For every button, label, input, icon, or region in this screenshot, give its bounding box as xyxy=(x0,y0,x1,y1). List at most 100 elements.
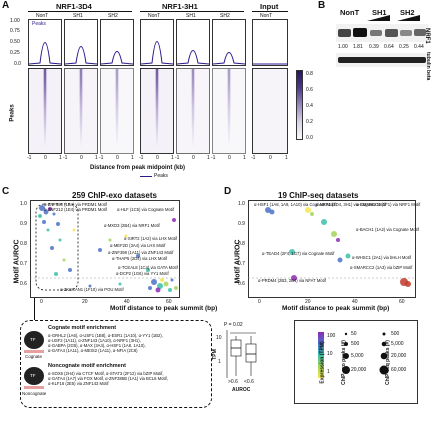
boxplot-xtick: >0.6 xyxy=(228,379,238,385)
y-tick-c: 0.7 xyxy=(20,261,27,267)
heatmap-3d4-sh1 xyxy=(64,68,98,154)
annotation-c: α-SIRT2 (1A2) via LHX Motif xyxy=(124,236,178,241)
y-tick-d: 0.6 xyxy=(238,281,245,287)
noncognate-line: α-SOX6 (2H4) via CTCF Motif, α-STAT3 (2F… xyxy=(48,371,164,376)
scatter-point xyxy=(151,279,157,285)
sample-label: NonT xyxy=(148,13,161,19)
heatmap-x-tick: 1 xyxy=(171,155,174,161)
profile-curves xyxy=(28,41,287,65)
lane-ramp xyxy=(367,15,390,21)
sample-label: SH2 xyxy=(108,13,118,19)
y-tick-d: 1.0 xyxy=(238,201,245,207)
blot-row-label-tubulin: tubulin beta xyxy=(425,52,431,81)
scatter-point xyxy=(68,268,72,272)
profile-curve xyxy=(176,50,210,65)
size-legend-dot xyxy=(381,341,387,347)
scatter-point xyxy=(118,282,122,286)
annotation-d: α-WHSC1 (2A1) via bHLH Motif xyxy=(352,255,411,260)
chip-seq-tick: 20,000 xyxy=(391,353,407,359)
annotation-c: α-THAP5 (2D4) via LHX Motif xyxy=(112,256,168,261)
boxplot xyxy=(226,330,257,378)
group-header-3h1: NRF1-3H1 xyxy=(162,2,198,11)
colorbar-tick: 0.8 xyxy=(306,71,313,77)
heatmap-x-tick: -1 xyxy=(27,155,32,161)
scatter-point xyxy=(155,287,161,293)
scatter-c-marks xyxy=(30,203,180,293)
x-tick-d: 60 xyxy=(399,299,405,305)
x-tick-d: 20 xyxy=(305,299,311,305)
profile-plot-3h1-sh1 xyxy=(176,19,210,66)
heatmap-x-tick: 0 xyxy=(228,155,231,161)
scatter-point xyxy=(345,253,351,259)
blot-value: 0.25 xyxy=(399,44,409,50)
expression-tick: 100 xyxy=(327,333,336,339)
arrow-down xyxy=(34,298,35,320)
expression-tick: 1 xyxy=(327,369,330,375)
panel-d-title: 19 ChIP-seq datasets xyxy=(278,191,359,200)
heatmap-x-tick: 1 xyxy=(285,155,288,161)
heatmap-x-tick: -1 xyxy=(139,155,144,161)
x-tick-c: 40 xyxy=(124,299,130,305)
profile-tick: 0.25 xyxy=(10,50,20,56)
group-underline-3h1 xyxy=(140,11,244,12)
profile-plot-3d4-sh1 xyxy=(64,19,98,66)
scatter-point xyxy=(62,258,66,262)
peaks-legend: Peaks xyxy=(32,21,46,27)
boxplot-p-value: P = 0.02 xyxy=(224,322,243,328)
profile-plot-input xyxy=(252,19,288,66)
tubulin-blot xyxy=(336,53,428,67)
annotation-d: α-HSF1 (1A8, 1A9, 1A10) via Cognate Moti… xyxy=(254,202,336,207)
annotation-d: α-NRF1 (3D4, 3H1) via Cognate Motif xyxy=(316,202,387,207)
cognate-line: α-GATA4 (1A11), α-MEIS2 (1A11), α-NFIA (… xyxy=(48,348,138,353)
tf-glyph-cognate xyxy=(24,331,44,349)
profile-curve xyxy=(28,42,62,65)
size-legend-dot xyxy=(382,332,386,336)
colorbar xyxy=(296,70,303,140)
size-legend-dot xyxy=(379,365,389,375)
boxplot-xlabel: AUROC xyxy=(232,387,251,393)
heatmap-3h1-sh2 xyxy=(212,68,246,154)
profile-curve xyxy=(100,51,134,65)
annotation-d: α-SMARCC1 (1F1) via NRF1 Motif xyxy=(356,202,421,207)
scatter-point xyxy=(337,257,343,263)
dna-noncognate xyxy=(24,386,44,389)
blot-value: 1.81 xyxy=(353,44,363,50)
profile-tick: 0.0 xyxy=(14,61,21,67)
heatmap-x-tick: 0 xyxy=(156,155,159,161)
y-tick-c: 0.8 xyxy=(20,241,27,247)
profile-tick: 0.75 xyxy=(10,28,20,34)
chip-exo-tick: 50 xyxy=(351,331,357,337)
panel-a-letter: A xyxy=(2,0,10,11)
heatmap-x-tick: 0 xyxy=(116,155,119,161)
colorbar-tick: 0.2 xyxy=(306,119,313,125)
colorbar-tick: 0.0 xyxy=(306,135,313,141)
heatmap-x-tick: -1 xyxy=(99,155,104,161)
scatter-point xyxy=(39,205,45,211)
x-axis-label-d: Motif distance to peak summit (bp) xyxy=(282,305,390,312)
sample-label: SH1 xyxy=(186,13,196,19)
annotation-c: α-TCEAL8 (1C4) via GATA Motif xyxy=(118,265,178,270)
heatmap-3d4-nont xyxy=(28,68,62,154)
panel-d-letter: D xyxy=(224,186,232,197)
blot-value: 0.44 xyxy=(414,44,424,50)
motif-summary-box xyxy=(20,320,212,408)
sample-label: SH1 xyxy=(73,13,83,19)
y-tick-d: 0.8 xyxy=(238,241,245,247)
y-tick-c: 1.0 xyxy=(20,201,27,207)
lane-ramps xyxy=(367,15,420,21)
heatmap-x-tick: 1 xyxy=(243,155,246,161)
lane-label: NonT xyxy=(340,8,360,17)
chip-seq-tick: 5,000 xyxy=(391,341,404,347)
annotation-c: α-ZKSCAN1 (1F10) via POU Motif xyxy=(60,287,124,292)
peaks-bottom-legend-line xyxy=(140,176,152,177)
profile-curve xyxy=(64,46,98,65)
heatmap-x-tick: 0 xyxy=(80,155,83,161)
scatter-point xyxy=(54,272,58,276)
scatter-point xyxy=(170,278,174,282)
dna-cognate xyxy=(24,350,44,353)
annotation-c: α-ZNF550 (1B4) via PRDM1 Motif xyxy=(44,202,107,207)
heatmap-input xyxy=(252,68,288,154)
size-legend-dot xyxy=(380,352,388,360)
noncognate-title: Noncognate motif enrichment xyxy=(48,363,126,369)
expression-colorbar xyxy=(318,332,324,378)
